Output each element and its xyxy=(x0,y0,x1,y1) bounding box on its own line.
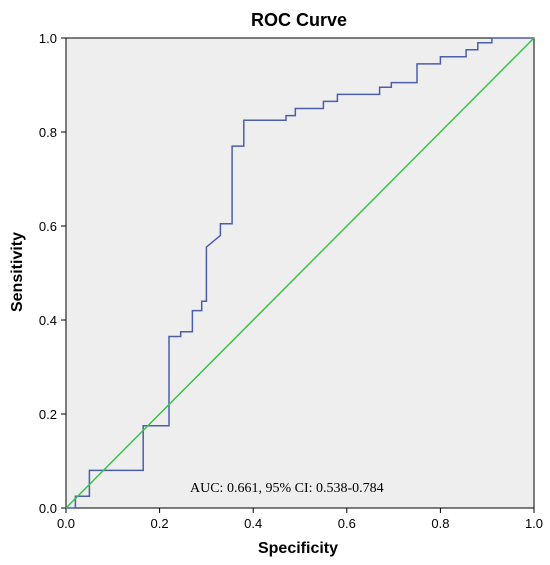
x-tick-label: 1.0 xyxy=(525,516,543,531)
y-tick-label: 1.0 xyxy=(39,31,57,46)
y-tick-label: 0.6 xyxy=(39,219,57,234)
y-axis-label: Sensitivity xyxy=(9,232,26,312)
y-ticks: 0.0 0.2 0.4 0.6 0.8 1.0 xyxy=(39,31,66,516)
x-tick-label: 0.4 xyxy=(244,516,262,531)
reference-diagonal-line xyxy=(65,37,535,509)
x-tick-label: 0.0 xyxy=(57,516,75,531)
auc-annotation: AUC: 0.661, 95% CI: 0.538-0.784 xyxy=(190,481,384,496)
x-tick-label: 0.6 xyxy=(338,516,356,531)
roc-curve-line xyxy=(66,37,534,509)
x-axis-label: Specificity xyxy=(258,540,338,557)
series-group xyxy=(65,37,535,509)
chart-title: ROC Curve xyxy=(251,10,347,30)
x-tick-label: 0.8 xyxy=(431,516,449,531)
y-tick-label: 0.8 xyxy=(39,125,57,140)
y-tick-label: 0.2 xyxy=(39,407,57,422)
y-tick-label: 0.0 xyxy=(39,501,57,516)
y-tick-label: 0.4 xyxy=(39,313,57,328)
x-ticks: 0.0 0.2 0.4 0.6 0.8 1.0 xyxy=(57,508,543,531)
x-tick-label: 0.2 xyxy=(151,516,169,531)
